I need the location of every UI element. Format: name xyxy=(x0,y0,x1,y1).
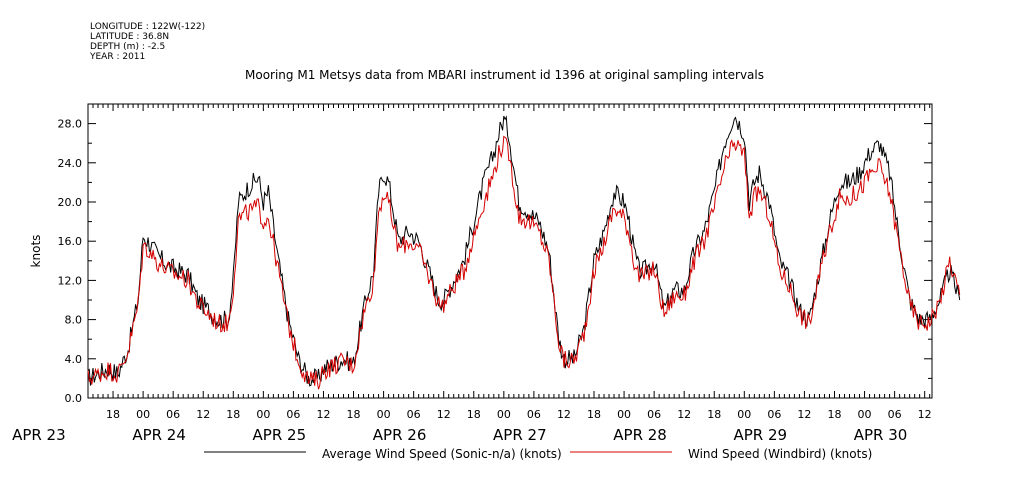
x-tick-label: 12 xyxy=(557,408,571,421)
series-line-windbird xyxy=(87,135,961,390)
x-tick-label: 18 xyxy=(106,408,120,421)
x-tick-label: 12 xyxy=(196,408,210,421)
x-day-label: APR 29 xyxy=(734,426,788,444)
plot-frame xyxy=(87,103,933,399)
x-tick-label: 00 xyxy=(858,408,872,421)
x-tick-label: 00 xyxy=(256,408,270,421)
x-tick-label: 06 xyxy=(767,408,781,421)
x-day-label: APR 24 xyxy=(132,426,186,444)
x-tick-label: 18 xyxy=(226,408,240,421)
x-tick-label: 12 xyxy=(437,408,451,421)
x-day-label: APR 27 xyxy=(493,426,547,444)
series-line-sonic xyxy=(87,115,961,387)
x-tick-label: 06 xyxy=(407,408,421,421)
y-tick-label: 28.0 xyxy=(58,118,83,131)
x-tick-label: 12 xyxy=(316,408,330,421)
y-tick-label: 8.0 xyxy=(65,314,83,327)
x-tick-label: 18 xyxy=(707,408,721,421)
x-tick-label: 06 xyxy=(888,408,902,421)
x-tick-label: 06 xyxy=(647,408,661,421)
x-tick-label: 18 xyxy=(587,408,601,421)
y-tick-label: 24.0 xyxy=(58,157,83,170)
x-tick-label: 12 xyxy=(918,408,932,421)
x-tick-label: 18 xyxy=(467,408,481,421)
x-day-label: APR 26 xyxy=(373,426,427,444)
meta-longitude: LONGITUDE : 122W(-122) xyxy=(90,22,206,32)
x-day-label: APR 25 xyxy=(253,426,307,444)
chart-title: Mooring M1 Metsys data from MBARI instru… xyxy=(245,68,764,82)
y-tick-label: 20.0 xyxy=(58,196,83,209)
x-tick-label: 18 xyxy=(347,408,361,421)
meta-year: YEAR : 2011 xyxy=(90,52,146,62)
meta-latitude: LATITUDE : 36.8N xyxy=(90,32,170,42)
x-tick-label: 06 xyxy=(166,408,180,421)
x-tick-label: 06 xyxy=(286,408,300,421)
y-tick-label: 4.0 xyxy=(65,353,83,366)
x-day-label: APR 23 xyxy=(12,426,66,444)
x-tick-label: 06 xyxy=(527,408,541,421)
x-tick-label: 18 xyxy=(827,408,841,421)
x-tick-label: 12 xyxy=(797,408,811,421)
x-day-label: APR 28 xyxy=(613,426,667,444)
meta-depth: DEPTH (m) : -2.5 xyxy=(90,42,166,52)
x-tick-label: 00 xyxy=(617,408,631,421)
x-tick-label: 12 xyxy=(677,408,691,421)
legend-label-windbird: Wind Speed (Windbird) (knots) xyxy=(688,447,872,461)
legend-label-sonic: Average Wind Speed (Sonic-n/a) (knots) xyxy=(322,447,562,461)
x-tick-label: 00 xyxy=(497,408,511,421)
y-axis-label: knots xyxy=(29,235,43,268)
x-tick-label: 00 xyxy=(737,408,751,421)
y-tick-label: 16.0 xyxy=(58,235,83,248)
y-tick-label: 12.0 xyxy=(58,274,83,287)
x-tick-label: 00 xyxy=(377,408,391,421)
y-tick-label: 0.0 xyxy=(65,392,83,405)
x-tick-label: 00 xyxy=(136,408,150,421)
x-day-label: APR 30 xyxy=(854,426,908,444)
